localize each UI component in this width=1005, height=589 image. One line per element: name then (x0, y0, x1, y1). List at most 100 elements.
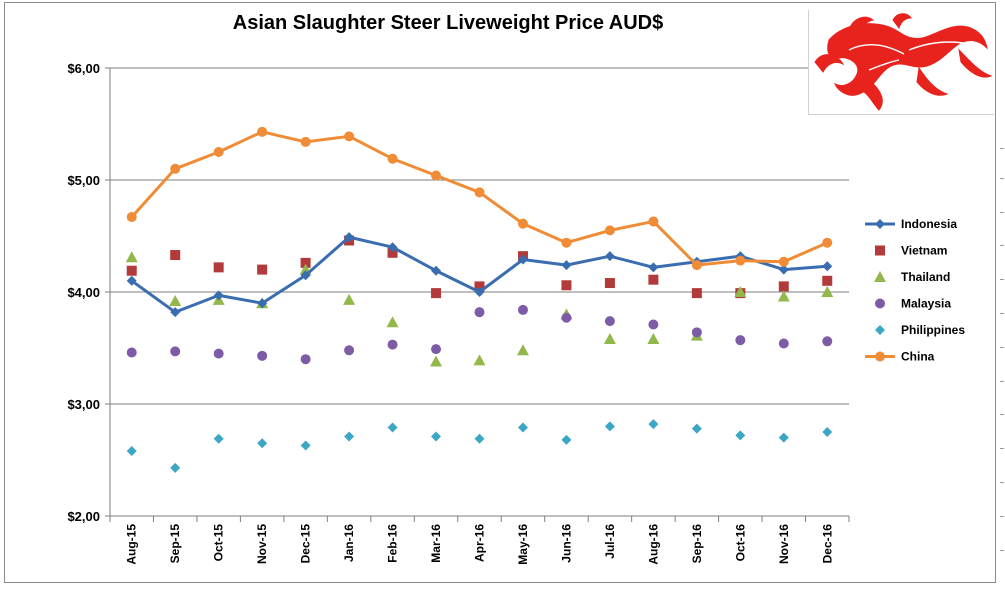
series-china (126, 126, 833, 271)
x-tick-label: Dec-16 (820, 524, 834, 564)
data-point (257, 264, 268, 275)
data-point (431, 170, 442, 181)
legend-swatch (875, 245, 885, 256)
series-line (130, 235, 828, 314)
legend-swatch (875, 325, 885, 335)
data-point (344, 131, 355, 142)
data-point (647, 333, 660, 345)
x-tick-label: Aug-15 (125, 524, 139, 565)
data-point (125, 251, 138, 263)
x-tick-label: Mar-16 (429, 524, 443, 563)
data-point (344, 431, 355, 442)
data-point (648, 262, 659, 273)
data-point (257, 126, 268, 137)
data-point (126, 446, 137, 457)
x-tick-label: Sep-16 (690, 524, 704, 564)
data-point (343, 293, 356, 305)
series-thailand (125, 251, 834, 367)
legend-item: Indonesia (865, 217, 957, 231)
data-point (604, 421, 615, 432)
x-tick-label: Feb-16 (386, 524, 400, 563)
data-point (213, 290, 224, 301)
data-point (387, 153, 398, 164)
data-point (561, 312, 572, 323)
data-point (691, 288, 702, 299)
data-point (474, 187, 485, 198)
data-point (734, 286, 747, 297)
data-point (822, 275, 833, 286)
data-point (300, 257, 311, 268)
data-point (648, 319, 659, 330)
right-edge-tick (1000, 550, 1004, 551)
y-axis-ticks: $2,00 $3,00 $4,00 $5,00 $6,00 (67, 61, 100, 524)
data-point (735, 255, 746, 266)
data-point (387, 247, 398, 258)
data-point (431, 431, 442, 442)
data-point (561, 434, 572, 445)
legend: Indonesia Vietnam Thailand Malaysia Philippi… (865, 217, 965, 364)
legend-label: China (901, 350, 935, 364)
data-point (257, 438, 268, 449)
data-point (430, 355, 443, 367)
legend-label: Philippines (901, 323, 965, 337)
legend-label: Indonesia (901, 217, 957, 231)
data-point (691, 423, 702, 434)
dragon-icon (814, 13, 993, 111)
data-point (344, 345, 355, 356)
series-philippines (126, 419, 833, 473)
right-edge-tick (1000, 313, 1004, 314)
data-point (604, 278, 615, 289)
right-edge-tick (1000, 448, 1004, 449)
data-point (822, 237, 833, 248)
x-tick-label: Jun-16 (559, 524, 573, 563)
series-malaysia (126, 304, 833, 365)
data-point (300, 354, 311, 365)
data-point (517, 304, 528, 315)
data-point (778, 281, 789, 292)
legend-label: Thailand (901, 270, 950, 284)
data-point (126, 265, 137, 276)
data-point (300, 136, 311, 147)
x-tick-label: Oct-16 (733, 524, 747, 562)
right-edge-tick (1000, 245, 1004, 246)
data-point (473, 354, 486, 366)
data-point (604, 316, 615, 327)
data-point (170, 163, 181, 174)
data-point (822, 261, 833, 272)
right-edge-tick (1000, 279, 1004, 280)
data-point (300, 440, 311, 451)
chart-title: Asian Slaughter Steer Liveweight Price A… (233, 12, 664, 34)
axes (105, 67, 850, 522)
legend-item: Thailand (874, 270, 950, 284)
data-point (213, 433, 224, 444)
right-edge-tick (1000, 381, 1004, 382)
data-point (170, 346, 181, 357)
data-point (387, 339, 398, 350)
y-tick-label: $2,00 (67, 509, 100, 524)
data-point (126, 275, 137, 286)
legend-swatch (875, 351, 885, 362)
x-tick-label: Apr-16 (473, 524, 487, 562)
x-tick-label: May-16 (516, 524, 530, 565)
x-tick-label: Dec-15 (299, 524, 313, 564)
x-tick-label: Jul-16 (603, 524, 617, 559)
data-point (778, 338, 789, 349)
data-point (257, 350, 268, 361)
data-point (474, 433, 485, 444)
data-point (516, 344, 529, 356)
data-point (735, 430, 746, 441)
data-point (170, 307, 181, 318)
legend-swatch (874, 271, 886, 282)
x-tick-label: Oct-15 (212, 524, 226, 562)
data-point (561, 280, 572, 291)
x-tick-label: Jan-16 (342, 524, 356, 562)
legend-swatch (875, 298, 885, 309)
dragon-picture (808, 10, 994, 115)
y-tick-label: $6,00 (67, 61, 100, 76)
data-point (170, 462, 181, 473)
series-layer (125, 126, 834, 473)
data-point (604, 225, 615, 236)
data-point (777, 290, 790, 302)
data-point (126, 347, 137, 358)
